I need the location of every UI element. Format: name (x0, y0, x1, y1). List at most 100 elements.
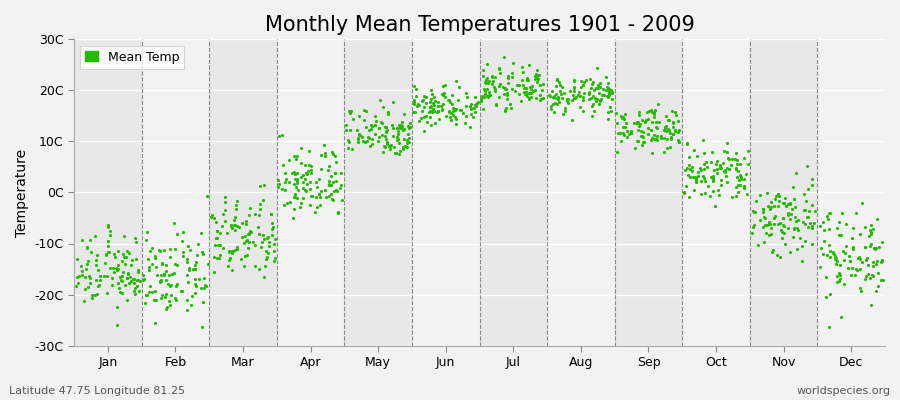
Point (311, 191, 326, 197)
Point (791, 217, 806, 224)
Point (533, 92, 547, 98)
Point (447, 107, 462, 113)
Point (257, 263, 272, 270)
Point (546, 93, 561, 99)
Point (410, 101, 425, 107)
Point (170, 281, 184, 287)
Point (406, 109, 420, 115)
Point (238, 220, 253, 227)
Point (662, 128, 676, 134)
Point (761, 219, 776, 225)
Point (662, 127, 677, 133)
Point (680, 141, 694, 147)
Point (736, 176, 751, 182)
Point (195, 298, 210, 305)
Point (758, 215, 772, 221)
Point (614, 112, 628, 119)
Point (593, 96, 608, 102)
Point (105, 264, 120, 271)
Point (361, 134, 375, 140)
Point (127, 276, 141, 282)
Point (75, 272, 89, 278)
Point (764, 231, 778, 238)
Point (329, 188, 344, 194)
Point (453, 107, 467, 113)
Point (274, 186, 289, 192)
Point (426, 106, 440, 112)
Point (599, 92, 614, 99)
Point (499, 86, 513, 92)
Point (358, 124, 373, 130)
Point (477, 94, 491, 100)
Point (145, 289, 159, 295)
Point (658, 124, 672, 131)
Point (166, 270, 181, 276)
Point (760, 222, 774, 228)
Point (805, 176, 819, 182)
Point (549, 83, 563, 89)
Point (553, 82, 567, 88)
Point (395, 127, 410, 133)
Point (394, 125, 409, 131)
Point (508, 88, 522, 94)
Point (123, 273, 138, 280)
Point (100, 290, 114, 296)
Point (145, 245, 159, 251)
Point (796, 218, 811, 225)
Point (299, 188, 313, 194)
Point (394, 122, 409, 129)
Point (194, 284, 208, 291)
Point (290, 176, 304, 182)
Point (300, 171, 314, 177)
Point (677, 190, 691, 197)
Point (648, 124, 662, 130)
Point (356, 138, 370, 144)
Point (212, 242, 227, 248)
Point (705, 148, 719, 155)
Point (403, 124, 418, 130)
Point (201, 260, 215, 267)
Point (302, 202, 317, 209)
Point (101, 222, 115, 228)
Point (573, 84, 588, 90)
Point (751, 241, 765, 248)
Point (381, 110, 395, 117)
Point (544, 88, 559, 94)
Point (483, 92, 498, 98)
Point (242, 238, 256, 245)
Point (549, 76, 563, 82)
Point (636, 128, 651, 135)
Point (394, 122, 409, 128)
Point (163, 246, 177, 252)
Point (351, 135, 365, 141)
Point (275, 162, 290, 168)
Point (763, 204, 778, 210)
Point (637, 138, 652, 145)
Point (530, 79, 544, 86)
Point (342, 127, 356, 133)
Point (385, 124, 400, 131)
Point (121, 269, 135, 276)
Point (544, 103, 559, 110)
Point (762, 221, 777, 228)
Point (127, 285, 141, 291)
Point (528, 87, 543, 93)
Point (764, 199, 778, 205)
Point (189, 252, 203, 258)
Point (535, 86, 549, 93)
Point (520, 93, 535, 99)
Point (189, 283, 203, 290)
Point (358, 108, 373, 114)
Point (474, 97, 489, 104)
Point (424, 121, 438, 128)
Point (489, 100, 503, 107)
Point (79, 245, 94, 252)
Point (109, 264, 123, 271)
Point (728, 150, 742, 156)
Point (318, 152, 332, 159)
Point (105, 275, 120, 281)
Point (863, 275, 878, 282)
Point (360, 138, 374, 144)
Point (158, 291, 173, 298)
Point (830, 225, 844, 232)
